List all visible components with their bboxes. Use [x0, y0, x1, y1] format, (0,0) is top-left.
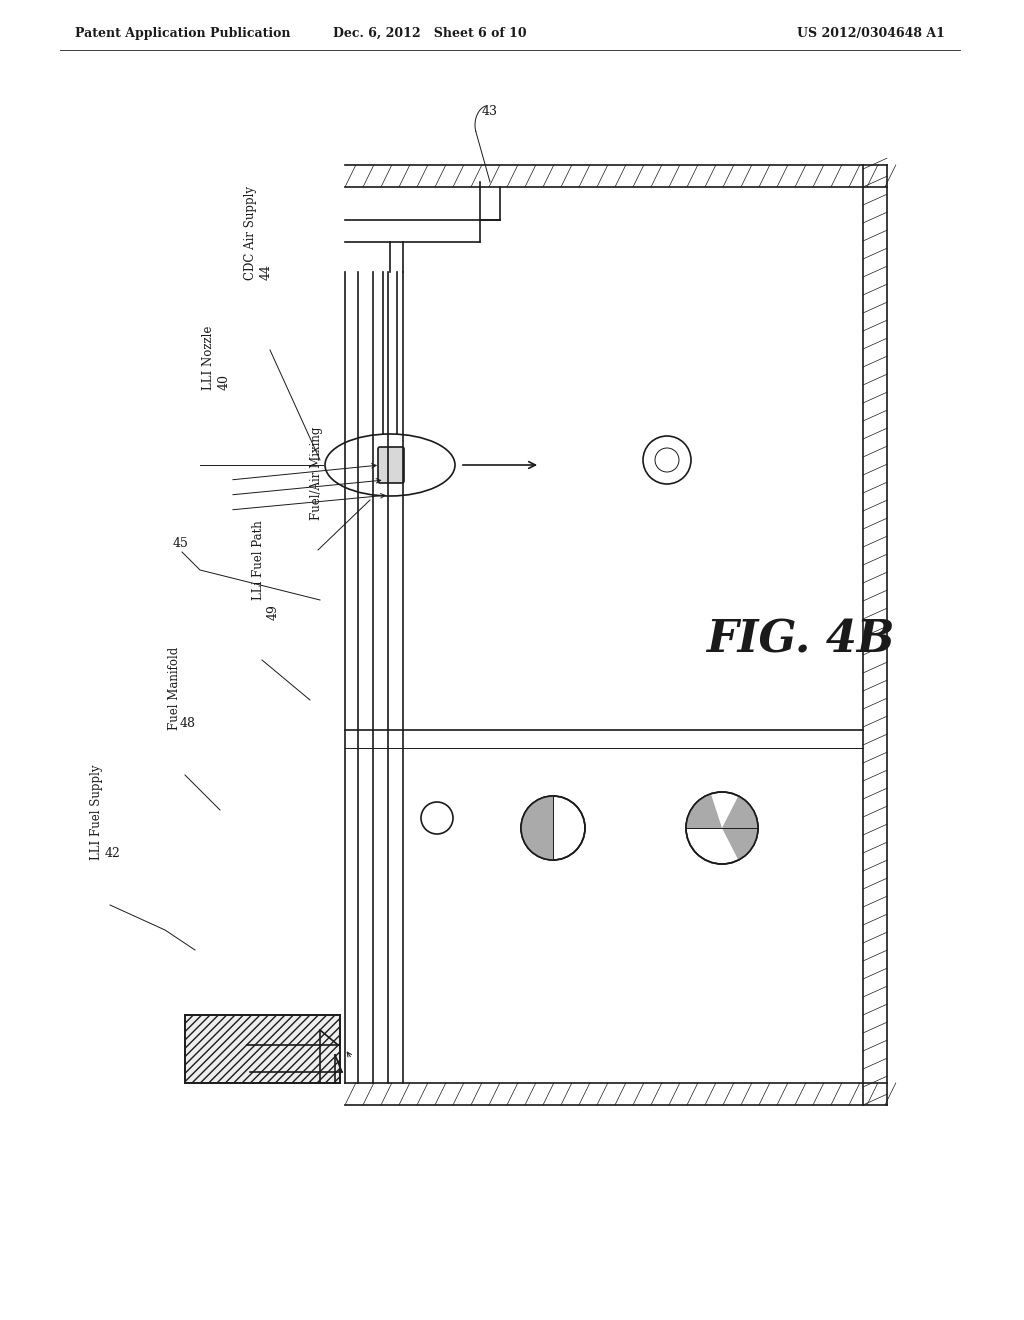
Text: 40: 40	[218, 374, 231, 389]
Text: 43: 43	[482, 106, 498, 117]
Text: US 2012/0304648 A1: US 2012/0304648 A1	[797, 26, 945, 40]
Text: 42: 42	[105, 847, 121, 861]
Text: 49: 49	[267, 605, 280, 620]
Polygon shape	[521, 796, 553, 861]
Text: LLi Fuel Path: LLi Fuel Path	[252, 520, 265, 601]
Polygon shape	[185, 1015, 340, 1082]
Polygon shape	[686, 793, 722, 828]
Text: LLI Fuel Supply: LLI Fuel Supply	[90, 764, 103, 861]
Text: 45: 45	[173, 537, 188, 550]
Text: LLI Nozzle: LLI Nozzle	[202, 326, 215, 389]
Text: CDC Air Supply: CDC Air Supply	[244, 186, 257, 280]
Text: Fuel/Air Mixing: Fuel/Air Mixing	[310, 426, 323, 520]
Text: Fuel Manifold: Fuel Manifold	[168, 647, 181, 730]
Polygon shape	[722, 796, 758, 861]
Text: 44: 44	[260, 264, 273, 280]
Text: 48: 48	[180, 717, 196, 730]
Text: FIG. 4B: FIG. 4B	[706, 619, 894, 661]
Text: Dec. 6, 2012   Sheet 6 of 10: Dec. 6, 2012 Sheet 6 of 10	[333, 26, 526, 40]
FancyBboxPatch shape	[378, 447, 404, 483]
Text: Patent Application Publication: Patent Application Publication	[75, 26, 291, 40]
